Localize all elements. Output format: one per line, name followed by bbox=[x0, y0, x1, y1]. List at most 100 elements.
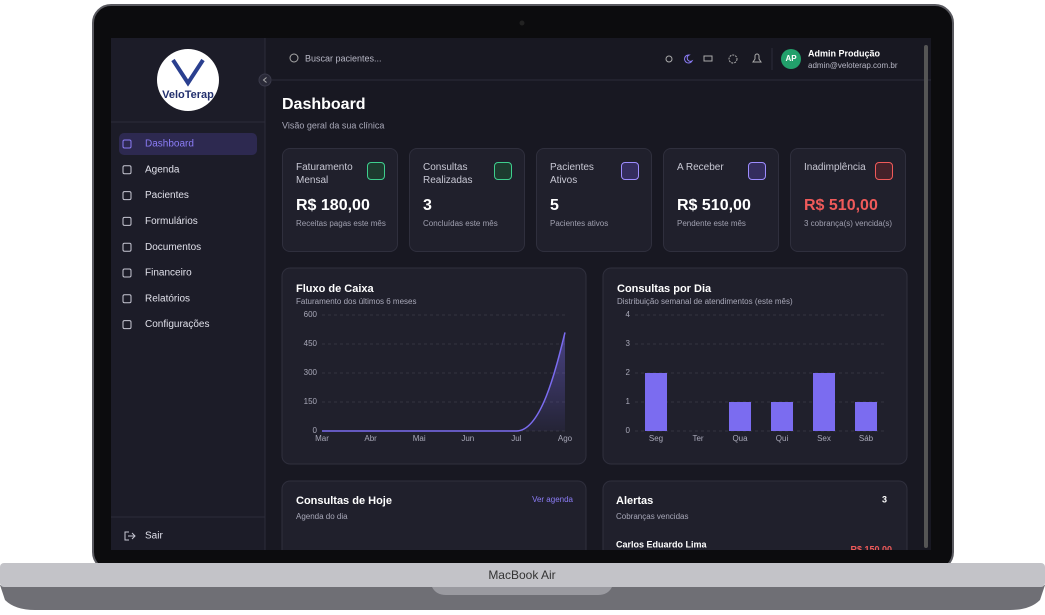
nav-item[interactable]: Agenda bbox=[145, 164, 180, 175]
today-card bbox=[281, 480, 587, 550]
alert-count: 3 bbox=[882, 494, 887, 504]
chart-card bbox=[281, 267, 587, 465]
camera bbox=[519, 20, 525, 26]
stat-card: Inadimplência R$ 510,00 3 cobrança(s) venc… bbox=[790, 148, 906, 252]
stat-note: Pendente este mês bbox=[677, 219, 746, 228]
theme-dark[interactable] bbox=[684, 54, 694, 64]
stat-card: A Receber R$ 510,00 Pendente este mês bbox=[663, 148, 779, 252]
stat-label: Consultas Realizadas bbox=[423, 162, 473, 186]
nav-icon bbox=[122, 320, 132, 330]
nav-icon bbox=[122, 216, 132, 226]
stat-card: Pacientes Ativos 5 Pacientes ativos bbox=[536, 148, 652, 252]
nav-active bbox=[119, 133, 257, 155]
x-tick-label: Qua bbox=[732, 434, 748, 443]
stat-icon bbox=[494, 162, 512, 180]
chart-title: Consultas por Dia bbox=[617, 283, 712, 295]
scrollbar[interactable] bbox=[924, 45, 928, 548]
card-subtitle: Agenda do dia bbox=[296, 512, 348, 521]
screen: VeloTerap Buscar pacientes... AP Admin P… bbox=[111, 38, 931, 550]
nav-icon bbox=[122, 294, 132, 304]
card-title: Consultas de Hoje bbox=[296, 495, 392, 507]
stat-value: 5 bbox=[550, 197, 559, 214]
y-tick-label: 1 bbox=[626, 397, 631, 406]
base bbox=[0, 563, 1045, 587]
notch bbox=[432, 587, 612, 595]
y-tick-label: 150 bbox=[304, 397, 318, 406]
bar bbox=[645, 373, 667, 431]
chart-subtitle: Faturamento dos últimos 6 meses bbox=[296, 297, 417, 306]
stat-icon bbox=[367, 162, 385, 180]
nav-icon bbox=[122, 165, 132, 175]
base-bottom bbox=[0, 585, 1045, 610]
alert-name: Carlos Eduardo Lima bbox=[616, 539, 708, 549]
x-tick-label: Ago bbox=[558, 434, 573, 443]
nav-item[interactable]: Pacientes bbox=[145, 190, 189, 201]
x-tick-label: Qui bbox=[776, 434, 789, 443]
x-tick-label: Jul bbox=[511, 434, 521, 443]
alerts-card bbox=[602, 480, 908, 550]
nav-item[interactable]: Dashboard bbox=[145, 139, 194, 150]
x-tick-label: Mai bbox=[413, 434, 426, 443]
nav-item[interactable]: Financeiro bbox=[145, 268, 192, 279]
x-tick-label: Sáb bbox=[859, 434, 874, 443]
app: VeloTerap Buscar pacientes... AP Admin P… bbox=[111, 38, 931, 550]
page-subtitle: Visão geral da sua clínica bbox=[282, 120, 384, 130]
stat-note: Concluídas este mês bbox=[423, 219, 498, 228]
bar bbox=[813, 373, 835, 431]
alert-amount: R$ 150,00 bbox=[850, 544, 892, 550]
stat-value: R$ 510,00 bbox=[804, 197, 878, 214]
stat-value: R$ 510,00 bbox=[677, 197, 751, 214]
bar bbox=[855, 402, 877, 431]
link[interactable]: Ver agenda bbox=[532, 495, 573, 504]
avatar-initials: AP bbox=[785, 54, 797, 63]
nav-icon bbox=[122, 242, 132, 252]
user-email: admin@veloterap.com.br bbox=[808, 61, 898, 70]
logout-icon bbox=[124, 531, 136, 541]
logout[interactable]: Sair bbox=[145, 531, 163, 542]
y-tick-label: 4 bbox=[626, 310, 631, 319]
stat-icon bbox=[875, 162, 893, 180]
theme-system[interactable] bbox=[703, 55, 713, 62]
x-tick-label: Seg bbox=[649, 434, 663, 443]
card-title: Alertas bbox=[616, 495, 653, 507]
nav-item[interactable]: Documentos bbox=[145, 242, 201, 253]
x-tick-label: Abr bbox=[364, 434, 377, 443]
y-tick-label: 2 bbox=[626, 368, 631, 377]
card-subtitle: Cobranças vencidas bbox=[616, 512, 688, 521]
nav-icon bbox=[122, 139, 132, 149]
page-title: Dashboard bbox=[282, 96, 366, 113]
nav-item[interactable]: Formulários bbox=[145, 216, 198, 227]
search-icon bbox=[289, 53, 299, 63]
stat-card: Consultas Realizadas 3 Concluídas este mês bbox=[409, 148, 525, 252]
logo-text: VeloTerap bbox=[162, 89, 214, 101]
x-tick-label: Jun bbox=[461, 434, 474, 443]
chart-title: Fluxo de Caixa bbox=[296, 283, 375, 295]
stat-label: Pacientes Ativos bbox=[550, 162, 594, 186]
stat-label: Inadimplência bbox=[804, 162, 866, 173]
stat-note: Receitas pagas este mês bbox=[296, 219, 386, 228]
y-tick-label: 0 bbox=[313, 426, 318, 435]
x-tick-label: Sex bbox=[817, 434, 831, 443]
nav-icon bbox=[122, 268, 132, 278]
logo-mark bbox=[171, 58, 205, 87]
bell-icon[interactable] bbox=[752, 53, 762, 63]
sidebar bbox=[111, 38, 265, 550]
y-tick-label: 450 bbox=[304, 339, 318, 348]
search-input[interactable]: Buscar pacientes... bbox=[305, 53, 382, 63]
user-name: Admin Produção bbox=[808, 48, 881, 58]
stat-label: A Receber bbox=[677, 162, 724, 173]
y-tick-label: 300 bbox=[304, 368, 318, 377]
nav-item[interactable]: Relatórios bbox=[145, 293, 190, 304]
nav-item[interactable]: Configurações bbox=[145, 319, 209, 330]
settings-icon[interactable] bbox=[728, 54, 738, 64]
stat-value: R$ 180,00 bbox=[296, 197, 370, 214]
theme-light[interactable] bbox=[665, 55, 673, 63]
avatar[interactable] bbox=[781, 49, 801, 69]
collapse-icon bbox=[262, 77, 267, 83]
x-tick-label: Mar bbox=[315, 434, 329, 443]
stat-note: Pacientes ativos bbox=[550, 219, 609, 228]
stat-note: 3 cobrança(s) vencida(s) bbox=[804, 219, 893, 228]
y-tick-label: 600 bbox=[304, 310, 318, 319]
chart-subtitle: Distribuição semanal de atendimentos (es… bbox=[617, 297, 793, 306]
